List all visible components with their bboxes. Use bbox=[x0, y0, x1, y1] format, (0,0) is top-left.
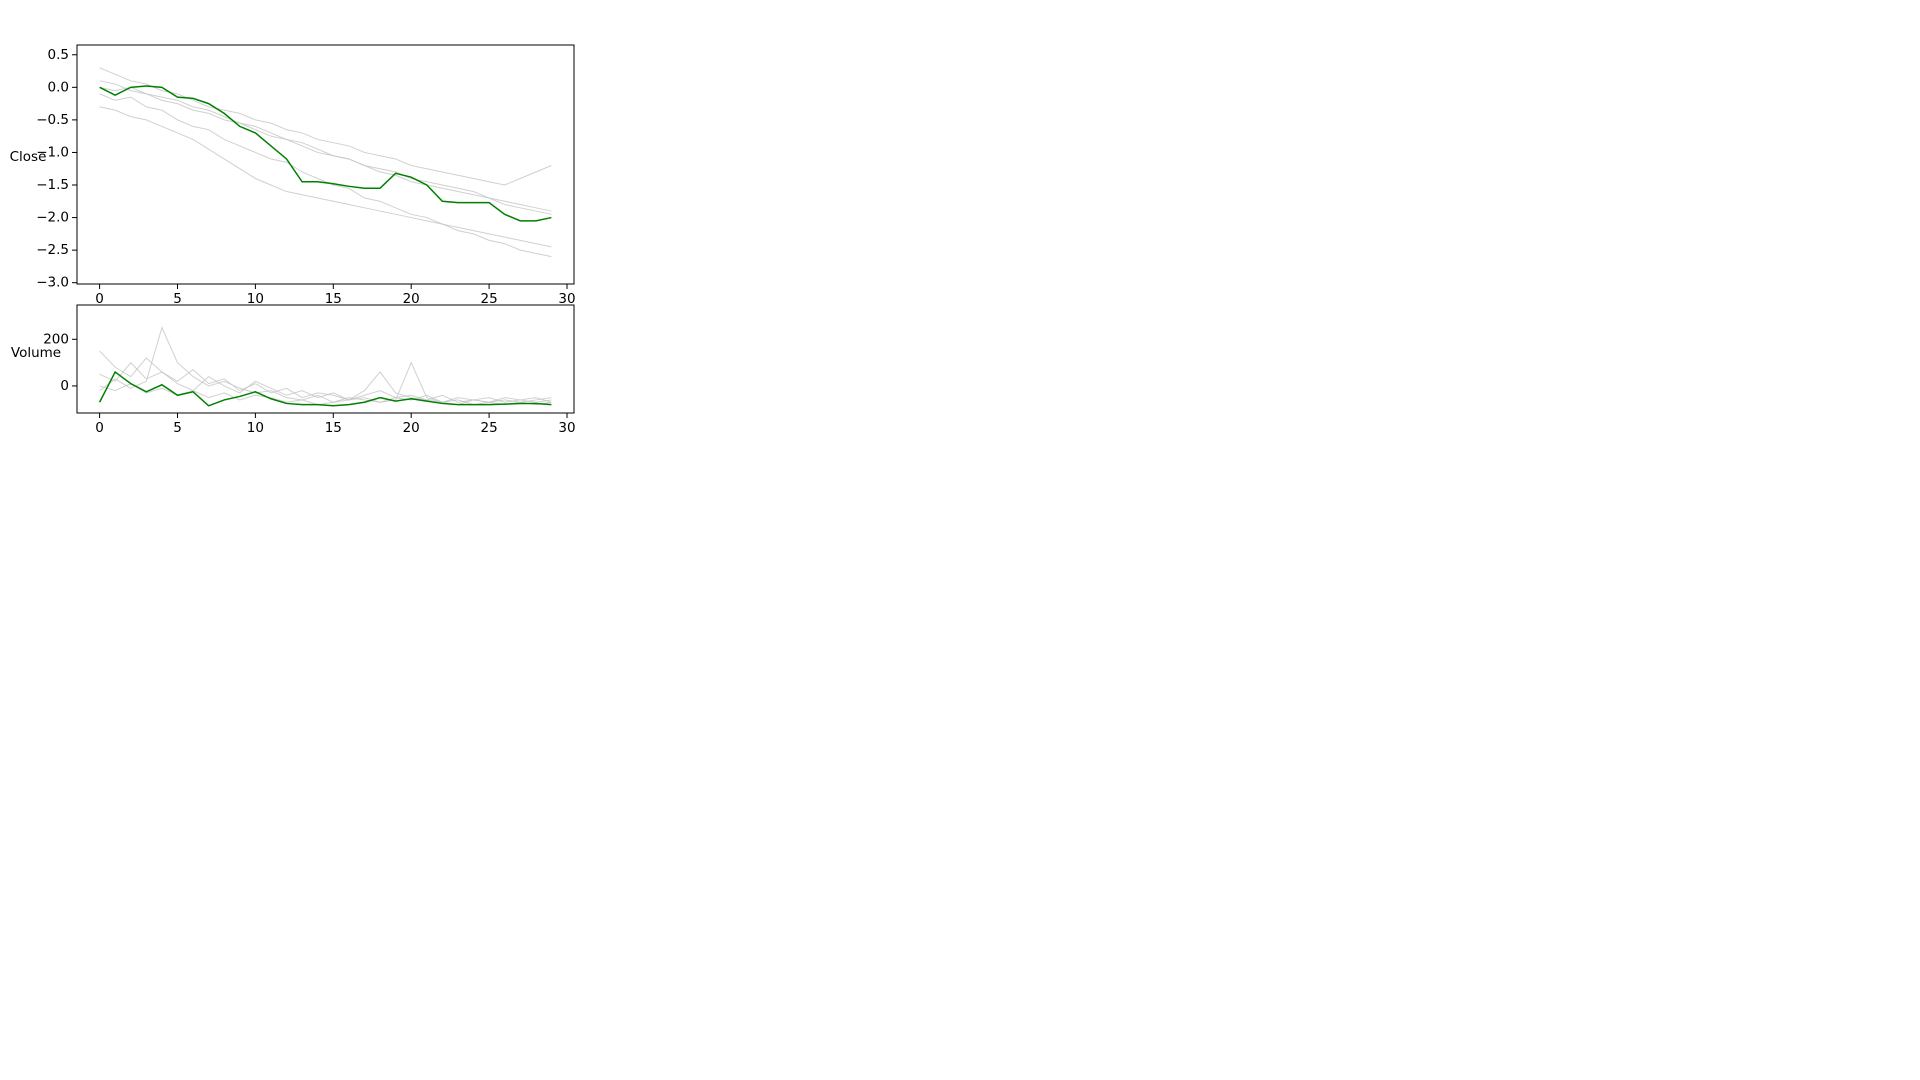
x-tick-label: 15 bbox=[325, 291, 342, 307]
series-line bbox=[99, 361, 552, 403]
y-tick-label: −2.5 bbox=[36, 242, 69, 258]
y-tick-label: −1.5 bbox=[36, 177, 69, 193]
series-line bbox=[98, 370, 552, 407]
y-axis-label: Volume bbox=[11, 345, 61, 361]
x-tick-label: 5 bbox=[173, 420, 182, 436]
y-tick-label: 0 bbox=[60, 378, 69, 394]
x-tick-label: 10 bbox=[247, 420, 264, 436]
x-tick-label: 20 bbox=[403, 291, 420, 307]
y-tick-label: −3.0 bbox=[36, 275, 69, 291]
x-tick-label: 0 bbox=[95, 420, 104, 436]
series-line bbox=[99, 350, 552, 403]
series-line bbox=[99, 86, 552, 215]
x-tick-label: 5 bbox=[173, 291, 182, 307]
y-tick-label: 0.5 bbox=[48, 47, 69, 63]
y-tick-label: −1.0 bbox=[36, 144, 69, 160]
series-line bbox=[99, 106, 552, 248]
x-tick-label: 30 bbox=[558, 291, 575, 307]
series-line bbox=[99, 93, 552, 258]
x-tick-label: 25 bbox=[480, 420, 497, 436]
y-axis-label: Close bbox=[10, 149, 47, 165]
y-tick-label: −0.5 bbox=[36, 112, 69, 128]
x-tick-label: 0 bbox=[95, 291, 104, 307]
x-tick-label: 30 bbox=[558, 420, 575, 436]
series-line bbox=[99, 85, 552, 222]
axes-frame bbox=[76, 304, 575, 414]
x-tick-label: 10 bbox=[247, 291, 264, 307]
x-tick-label: 15 bbox=[325, 420, 342, 436]
series-line bbox=[99, 67, 552, 186]
axes-frame bbox=[76, 44, 575, 285]
y-tick-label: −2.0 bbox=[36, 210, 69, 226]
x-tick-label: 25 bbox=[480, 291, 497, 307]
x-tick-label: 20 bbox=[403, 420, 420, 436]
series-line bbox=[99, 326, 552, 406]
y-tick-label: 0.0 bbox=[48, 79, 69, 95]
y-tick-label: 200 bbox=[43, 331, 69, 347]
series-line bbox=[99, 80, 552, 212]
